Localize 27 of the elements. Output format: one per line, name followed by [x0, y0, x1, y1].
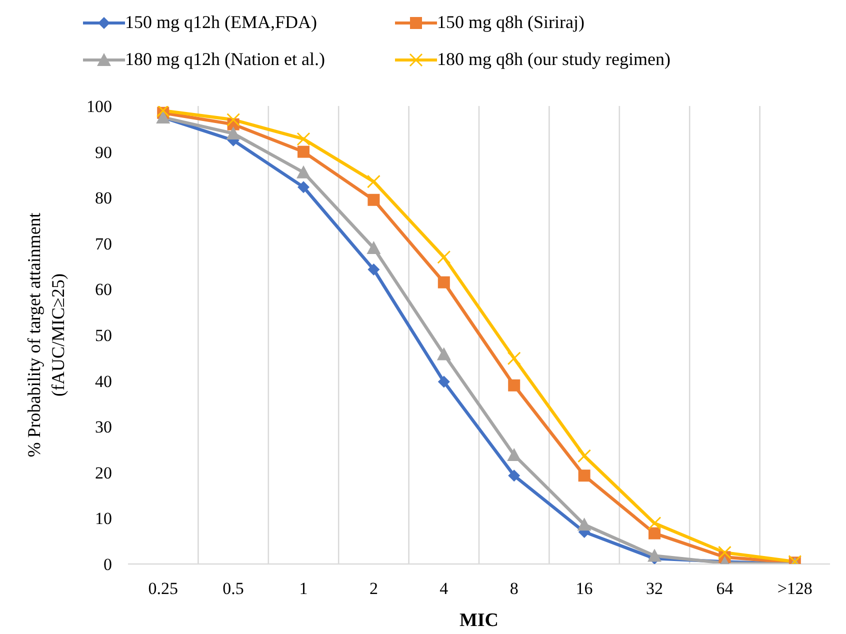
- x-tick-label: 0.25: [148, 579, 178, 598]
- x-tick-label: 32: [646, 579, 663, 598]
- x-tick-label: 4: [440, 579, 449, 598]
- legend-label: 180 mg q12h (Nation et al.): [125, 49, 325, 70]
- x-tick-label: 8: [510, 579, 518, 598]
- y-axis-title: % Probability of target attainment (fAUC/MIC≥25): [24, 212, 68, 458]
- x-tick-label: 16: [576, 579, 593, 598]
- x-tick-label: 64: [716, 579, 734, 598]
- y-tick-label: 30: [95, 418, 112, 437]
- x-tick-label: 2: [369, 579, 378, 598]
- legend-label: 150 mg q12h (EMA,FDA): [125, 12, 317, 33]
- x-tick-label: 1: [299, 579, 308, 598]
- y-tick-label: 10: [95, 509, 112, 528]
- y-tick-label: 100: [86, 97, 112, 116]
- y-tick-label: 20: [95, 463, 112, 482]
- x-tick-label: >128: [777, 579, 812, 598]
- y-tick-label: 40: [95, 372, 112, 391]
- x-axis-title: MIC: [459, 610, 499, 631]
- y-tick-label: 90: [95, 142, 112, 162]
- legend-label: 180 mg q8h (our study regimen): [436, 49, 670, 70]
- y-tick-label: 80: [95, 188, 112, 208]
- x-tick-label: 0.5: [222, 579, 244, 598]
- y-tick-label: 0: [104, 555, 112, 574]
- y-tick-label: 60: [95, 280, 112, 300]
- y-tick-label: 70: [95, 234, 112, 254]
- legend-label: 150 mg q8h (Siriraj): [436, 12, 584, 33]
- y-tick-label: 50: [95, 326, 112, 346]
